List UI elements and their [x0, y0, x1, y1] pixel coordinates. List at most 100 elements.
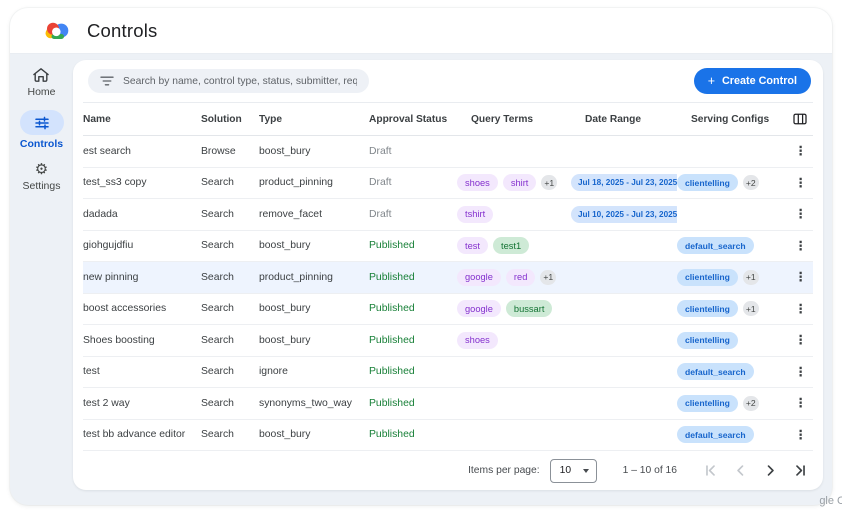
first-page-button[interactable] — [701, 462, 719, 480]
cell-approval-status: Published — [369, 429, 415, 441]
search-input[interactable] — [123, 75, 357, 87]
sidebar-item-settings[interactable]: ⚙ Settings — [22, 160, 61, 193]
page-range-label: 1 – 10 of 16 — [622, 465, 677, 476]
table-row[interactable]: est search Browse boost_bury Draft ⋮ — [83, 136, 813, 168]
kebab-menu-icon[interactable]: ⋮ — [794, 239, 808, 252]
cell-date-range: Jul 18, 2025 - Jul 23, 2025 — [571, 174, 677, 192]
cell-solution: Search — [201, 397, 234, 409]
cell-name: boost accessories — [83, 303, 167, 315]
kebab-menu-icon[interactable]: ⋮ — [794, 176, 808, 189]
cell-serving-configs: default_search — [677, 237, 789, 255]
sidebar-item-label: Home — [27, 86, 56, 98]
cell-query-terms: shoes — [457, 331, 571, 349]
cell-serving-configs: clientelling +2 — [677, 174, 789, 192]
last-page-button[interactable] — [791, 462, 809, 480]
kebab-menu-icon[interactable]: ⋮ — [794, 271, 808, 284]
pagination: Items per page: 10 1 – 10 of 16 — [83, 451, 813, 490]
cell-name: test_ss3 copy — [83, 177, 147, 189]
kebab-menu-icon[interactable]: ⋮ — [794, 208, 808, 221]
cell-type: ignore — [259, 366, 288, 378]
sidebar-item-label: Controls — [19, 138, 64, 150]
date-range-pill: Jul 18, 2025 - Jul 23, 2025 — [571, 174, 677, 192]
search-bar[interactable] — [88, 69, 369, 93]
more-count-badge: +2 — [742, 395, 759, 411]
cell-name: est search — [83, 145, 131, 157]
cell-query-terms: test test1 — [457, 237, 571, 255]
cell-type: boost_bury — [259, 334, 311, 346]
cell-type: boost_bury — [259, 303, 311, 315]
column-header-date-range[interactable]: Date Range — [585, 113, 642, 125]
column-header-serving-configs[interactable]: Serving Configs — [691, 113, 770, 125]
create-control-label: Create Control — [722, 75, 797, 87]
page-title: Controls — [87, 19, 158, 41]
serving-config-pill: clientelling — [677, 300, 738, 318]
table-row[interactable]: Shoes boosting Search boost_bury Publish… — [83, 325, 813, 357]
cell-approval-status: Published — [369, 366, 415, 378]
cell-approval-status: Published — [369, 240, 415, 252]
cell-name: giohgujdfiu — [83, 240, 134, 252]
serving-config-pill: clientelling — [677, 331, 738, 349]
column-header-solution[interactable]: Solution — [201, 113, 242, 125]
previous-page-button[interactable] — [731, 462, 749, 480]
table-row[interactable]: new pinning Search product_pinning Publi… — [83, 262, 813, 294]
kebab-menu-icon[interactable]: ⋮ — [794, 145, 808, 158]
table-row[interactable]: test bb advance editor Search boost_bury… — [83, 420, 813, 451]
cell-approval-status: Published — [369, 397, 415, 409]
query-term-pill: shoes — [457, 331, 498, 349]
create-control-button[interactable]: + Create Control — [693, 68, 811, 94]
toolbar: + Create Control — [83, 60, 813, 102]
table-row[interactable]: boost accessories Search boost_bury Publ… — [83, 294, 813, 325]
cell-name: test 2 way — [83, 397, 130, 409]
table-row[interactable]: test Search ignore Published default_sea… — [83, 357, 813, 388]
next-page-button[interactable] — [761, 462, 779, 480]
home-icon — [32, 67, 50, 83]
sidebar-item-home[interactable]: Home — [27, 67, 56, 98]
query-term-pill: bussart — [505, 300, 553, 318]
cell-query-terms: google red +1 — [457, 268, 571, 286]
google-cloud-logo — [44, 20, 70, 41]
cell-type: product_pinning — [259, 177, 333, 189]
cell-name: new pinning — [83, 271, 139, 283]
cell-approval-status: Published — [369, 334, 415, 346]
kebab-menu-icon[interactable]: ⋮ — [794, 302, 808, 315]
column-header-approval-status[interactable]: Approval Status — [369, 113, 448, 125]
cell-approval-status: Draft — [369, 145, 392, 157]
cell-name: dadada — [83, 208, 118, 220]
cell-serving-configs: clientelling — [677, 331, 789, 349]
gear-icon: ⚙ — [34, 160, 49, 178]
table-row[interactable]: dadada Search remove_facet Draft tshirt … — [83, 199, 813, 231]
cell-name: Shoes boosting — [83, 334, 155, 346]
column-header-query-terms[interactable]: Query Terms — [471, 113, 534, 125]
content-card: + Create Control Name Solution Type Appr… — [73, 60, 823, 490]
controls-active-pill — [19, 110, 64, 135]
cell-type: product_pinning — [259, 271, 333, 283]
items-per-page-label: Items per page: — [468, 465, 540, 476]
table-row[interactable]: test 2 way Search synonyms_two_way Publi… — [83, 388, 813, 420]
column-header-name[interactable]: Name — [83, 113, 111, 125]
more-count-badge: +1 — [742, 301, 759, 317]
kebab-menu-icon[interactable]: ⋮ — [794, 428, 808, 441]
cell-approval-status: Draft — [369, 208, 392, 220]
kebab-menu-icon[interactable]: ⋮ — [794, 334, 808, 347]
page-size-select[interactable]: 10 — [549, 458, 597, 483]
table-row[interactable]: test_ss3 copy Search product_pinning Dra… — [83, 168, 813, 199]
cell-approval-status: Published — [369, 271, 415, 283]
serving-config-pill: clientelling — [677, 394, 738, 412]
more-count-badge: +1 — [540, 269, 557, 285]
table-row[interactable]: giohgujdfiu Search boost_bury Published … — [83, 231, 813, 262]
cell-solution: Search — [201, 366, 234, 378]
serving-config-pill: clientelling — [677, 174, 738, 192]
column-header-type[interactable]: Type — [259, 113, 283, 125]
sidebar-item-label: Settings — [22, 180, 61, 192]
query-term-pill: shirt — [502, 174, 537, 192]
pagination-controls — [701, 462, 809, 480]
kebab-menu-icon[interactable]: ⋮ — [794, 397, 808, 410]
column-picker-icon[interactable] — [793, 113, 807, 125]
sidebar-item-controls[interactable]: Controls — [19, 110, 64, 150]
serving-config-pill: clientelling — [677, 268, 738, 286]
kebab-menu-icon[interactable]: ⋮ — [794, 365, 808, 378]
cell-query-terms: shoes shirt +1 — [457, 174, 571, 192]
more-count-badge: +1 — [541, 175, 558, 191]
tune-icon — [34, 116, 50, 130]
plus-icon: + — [707, 74, 715, 88]
